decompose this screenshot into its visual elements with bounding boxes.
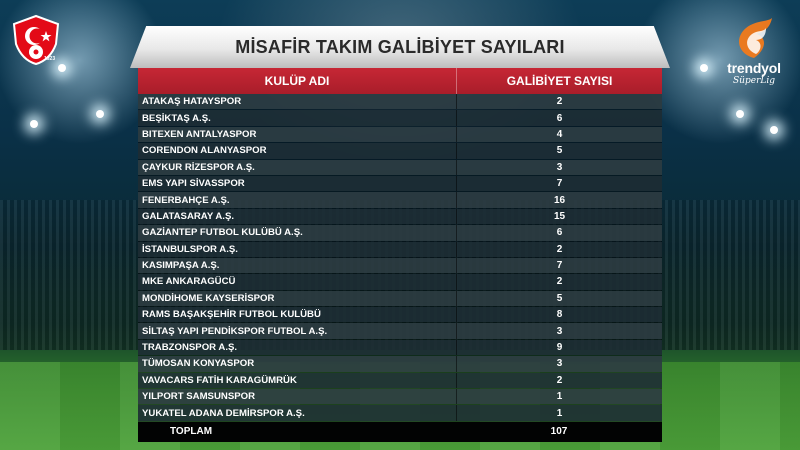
table-row: İSTANBULSPOR A.Ş. 2 [138,241,662,258]
club-name: GALATASARAY A.Ş. [138,208,456,225]
header-club: KULÜP ADI [264,74,330,88]
win-count: 6 [456,110,662,126]
floodlight-icon [770,126,778,134]
club-name: MKE ANKARAGÜCÜ [138,274,456,290]
club-name: FENERBAHÇE A.Ş. [138,192,456,208]
table-row: SİLTAŞ YAPI PENDİKSPOR FUTBOL A.Ş. 3 [138,323,662,340]
table-row: TRABZONSPOR A.Ş. 9 [138,339,662,357]
club-name: MONDİHOME KAYSERİSPOR [138,290,456,307]
table-row: YUKATEL ADANA DEMİRSPOR A.Ş. 1 [138,405,662,422]
standings-table: KULÜP ADI GALİBİYET SAYISI ATAKAŞ HATAYS… [138,68,662,442]
floodlight-icon [30,120,38,128]
table-row: MKE ANKARAGÜCÜ 2 [138,274,662,291]
club-name: RAMS BAŞAKŞEHİR FUTBOL KULÜBÜ [138,307,456,323]
header-wins: GALİBİYET SAYISI [456,68,662,94]
table-row: GAZİANTEP FUTBOL KULÜBÜ A.Ş. 6 [138,225,662,242]
table-row: YILPORT SAMSUNSPOR 1 [138,389,662,406]
club-name: KASIMPAŞA A.Ş. [138,257,456,274]
floodlight-icon [736,110,744,118]
win-count: 16 [456,192,662,208]
win-count: 2 [456,372,662,389]
club-name: BEŞİKTAŞ A.Ş. [138,110,456,126]
club-name: VAVACARS FATİH KARAGÜMRÜK [138,372,456,389]
table-row: KASIMPAŞA A.Ş. 7 [138,257,662,275]
win-count: 2 [456,94,662,110]
club-name: GAZİANTEP FUTBOL KULÜBÜ A.Ş. [138,225,456,241]
win-count: 5 [456,290,662,307]
club-name: EMS YAPI SİVASSPOR [138,175,456,192]
win-count: 3 [456,356,662,372]
club-name: ÇAYKUR RİZESPOR A.Ş. [138,159,456,175]
table-row: TÜMOSAN KONYASPOR 3 [138,356,662,373]
win-count: 2 [456,241,662,257]
win-count: 6 [456,225,662,241]
table-row: ATAKAŞ HATAYSPOR 2 [138,94,662,111]
total-label: TOPLAM [170,426,213,438]
floodlight-icon [96,110,104,118]
table-row: MONDİHOME KAYSERİSPOR 5 [138,290,662,308]
page-title: MİSAFİR TAKIM GALİBİYET SAYILARI [235,36,565,57]
table-row: CORENDON ALANYASPOR 5 [138,143,662,160]
win-count: 4 [456,126,662,143]
win-count: 1 [456,389,662,405]
win-count: 9 [456,339,662,356]
table-row: FENERBAHÇE A.Ş. 16 [138,192,662,209]
league-name: SüperLig [733,76,775,86]
federation-crest-icon [12,14,60,66]
table-row: BEŞİKTAŞ A.Ş. 6 [138,110,662,127]
club-name: CORENDON ALANYASPOR [138,143,456,159]
club-name: BITEXEN ANTALYASPOR [138,126,456,143]
floodlight-icon [58,64,66,72]
club-name: İSTANBULSPOR A.Ş. [138,241,456,257]
table-row: GALATASARAY A.Ş. 15 [138,208,662,226]
total-value: 107 [550,426,568,438]
table-row: BITEXEN ANTALYASPOR 4 [138,126,662,144]
win-count: 2 [456,274,662,290]
table-row: VAVACARS FATİH KARAGÜMRÜK 2 [138,372,662,390]
club-name: SİLTAŞ YAPI PENDİKSPOR FUTBOL A.Ş. [138,323,456,339]
win-count: 1 [456,405,662,421]
club-name: ATAKAŞ HATAYSPOR [138,94,456,110]
win-count: 3 [456,323,662,339]
win-count: 15 [456,208,662,225]
club-name: TRABZONSPOR A.Ş. [138,339,456,356]
club-name: YUKATEL ADANA DEMİRSPOR A.Ş. [138,405,456,421]
table-header: KULÜP ADI GALİBİYET SAYISI [138,68,662,94]
win-count: 8 [456,307,662,323]
club-name: YILPORT SAMSUNSPOR [138,389,456,405]
floodlight-icon [700,64,708,72]
superlig-swirl-icon [739,18,772,58]
federation-year: 1923 [44,56,56,62]
win-count: 3 [456,159,662,175]
federation-logo: 1923 [10,14,62,66]
brand-name: trendyol [727,60,781,76]
title-banner: MİSAFİR TAKIM GALİBİYET SAYILARI [130,26,670,68]
total-row: TOPLAM 107 [138,421,662,442]
table-row: EMS YAPI SİVASSPOR 7 [138,175,662,193]
club-name: TÜMOSAN KONYASPOR [138,356,456,372]
win-count: 5 [456,143,662,159]
win-count: 7 [456,257,662,274]
trendyol-superlig-logo: trendyol SüperLig [716,14,792,88]
win-count: 7 [456,175,662,192]
table-row: ÇAYKUR RİZESPOR A.Ş. 3 [138,159,662,176]
table-body: ATAKAŞ HATAYSPOR 2 BEŞİKTAŞ A.Ş. 6 BITEXEN… [138,94,662,422]
table-row: RAMS BAŞAKŞEHİR FUTBOL KULÜBÜ 8 [138,307,662,324]
